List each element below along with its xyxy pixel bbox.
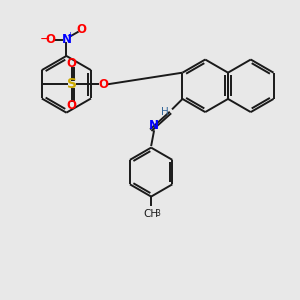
Text: O: O (98, 78, 108, 91)
Text: N: N (61, 33, 71, 46)
Text: N: N (149, 119, 159, 132)
Text: O: O (76, 22, 86, 36)
Text: CH: CH (144, 209, 159, 219)
Text: O: O (67, 57, 77, 70)
Text: −: − (39, 33, 50, 46)
Text: O: O (45, 33, 55, 46)
Text: H: H (161, 107, 169, 117)
Text: O: O (67, 99, 77, 112)
Text: +: + (67, 32, 73, 40)
Text: S: S (67, 77, 77, 91)
Text: 3: 3 (155, 209, 160, 218)
